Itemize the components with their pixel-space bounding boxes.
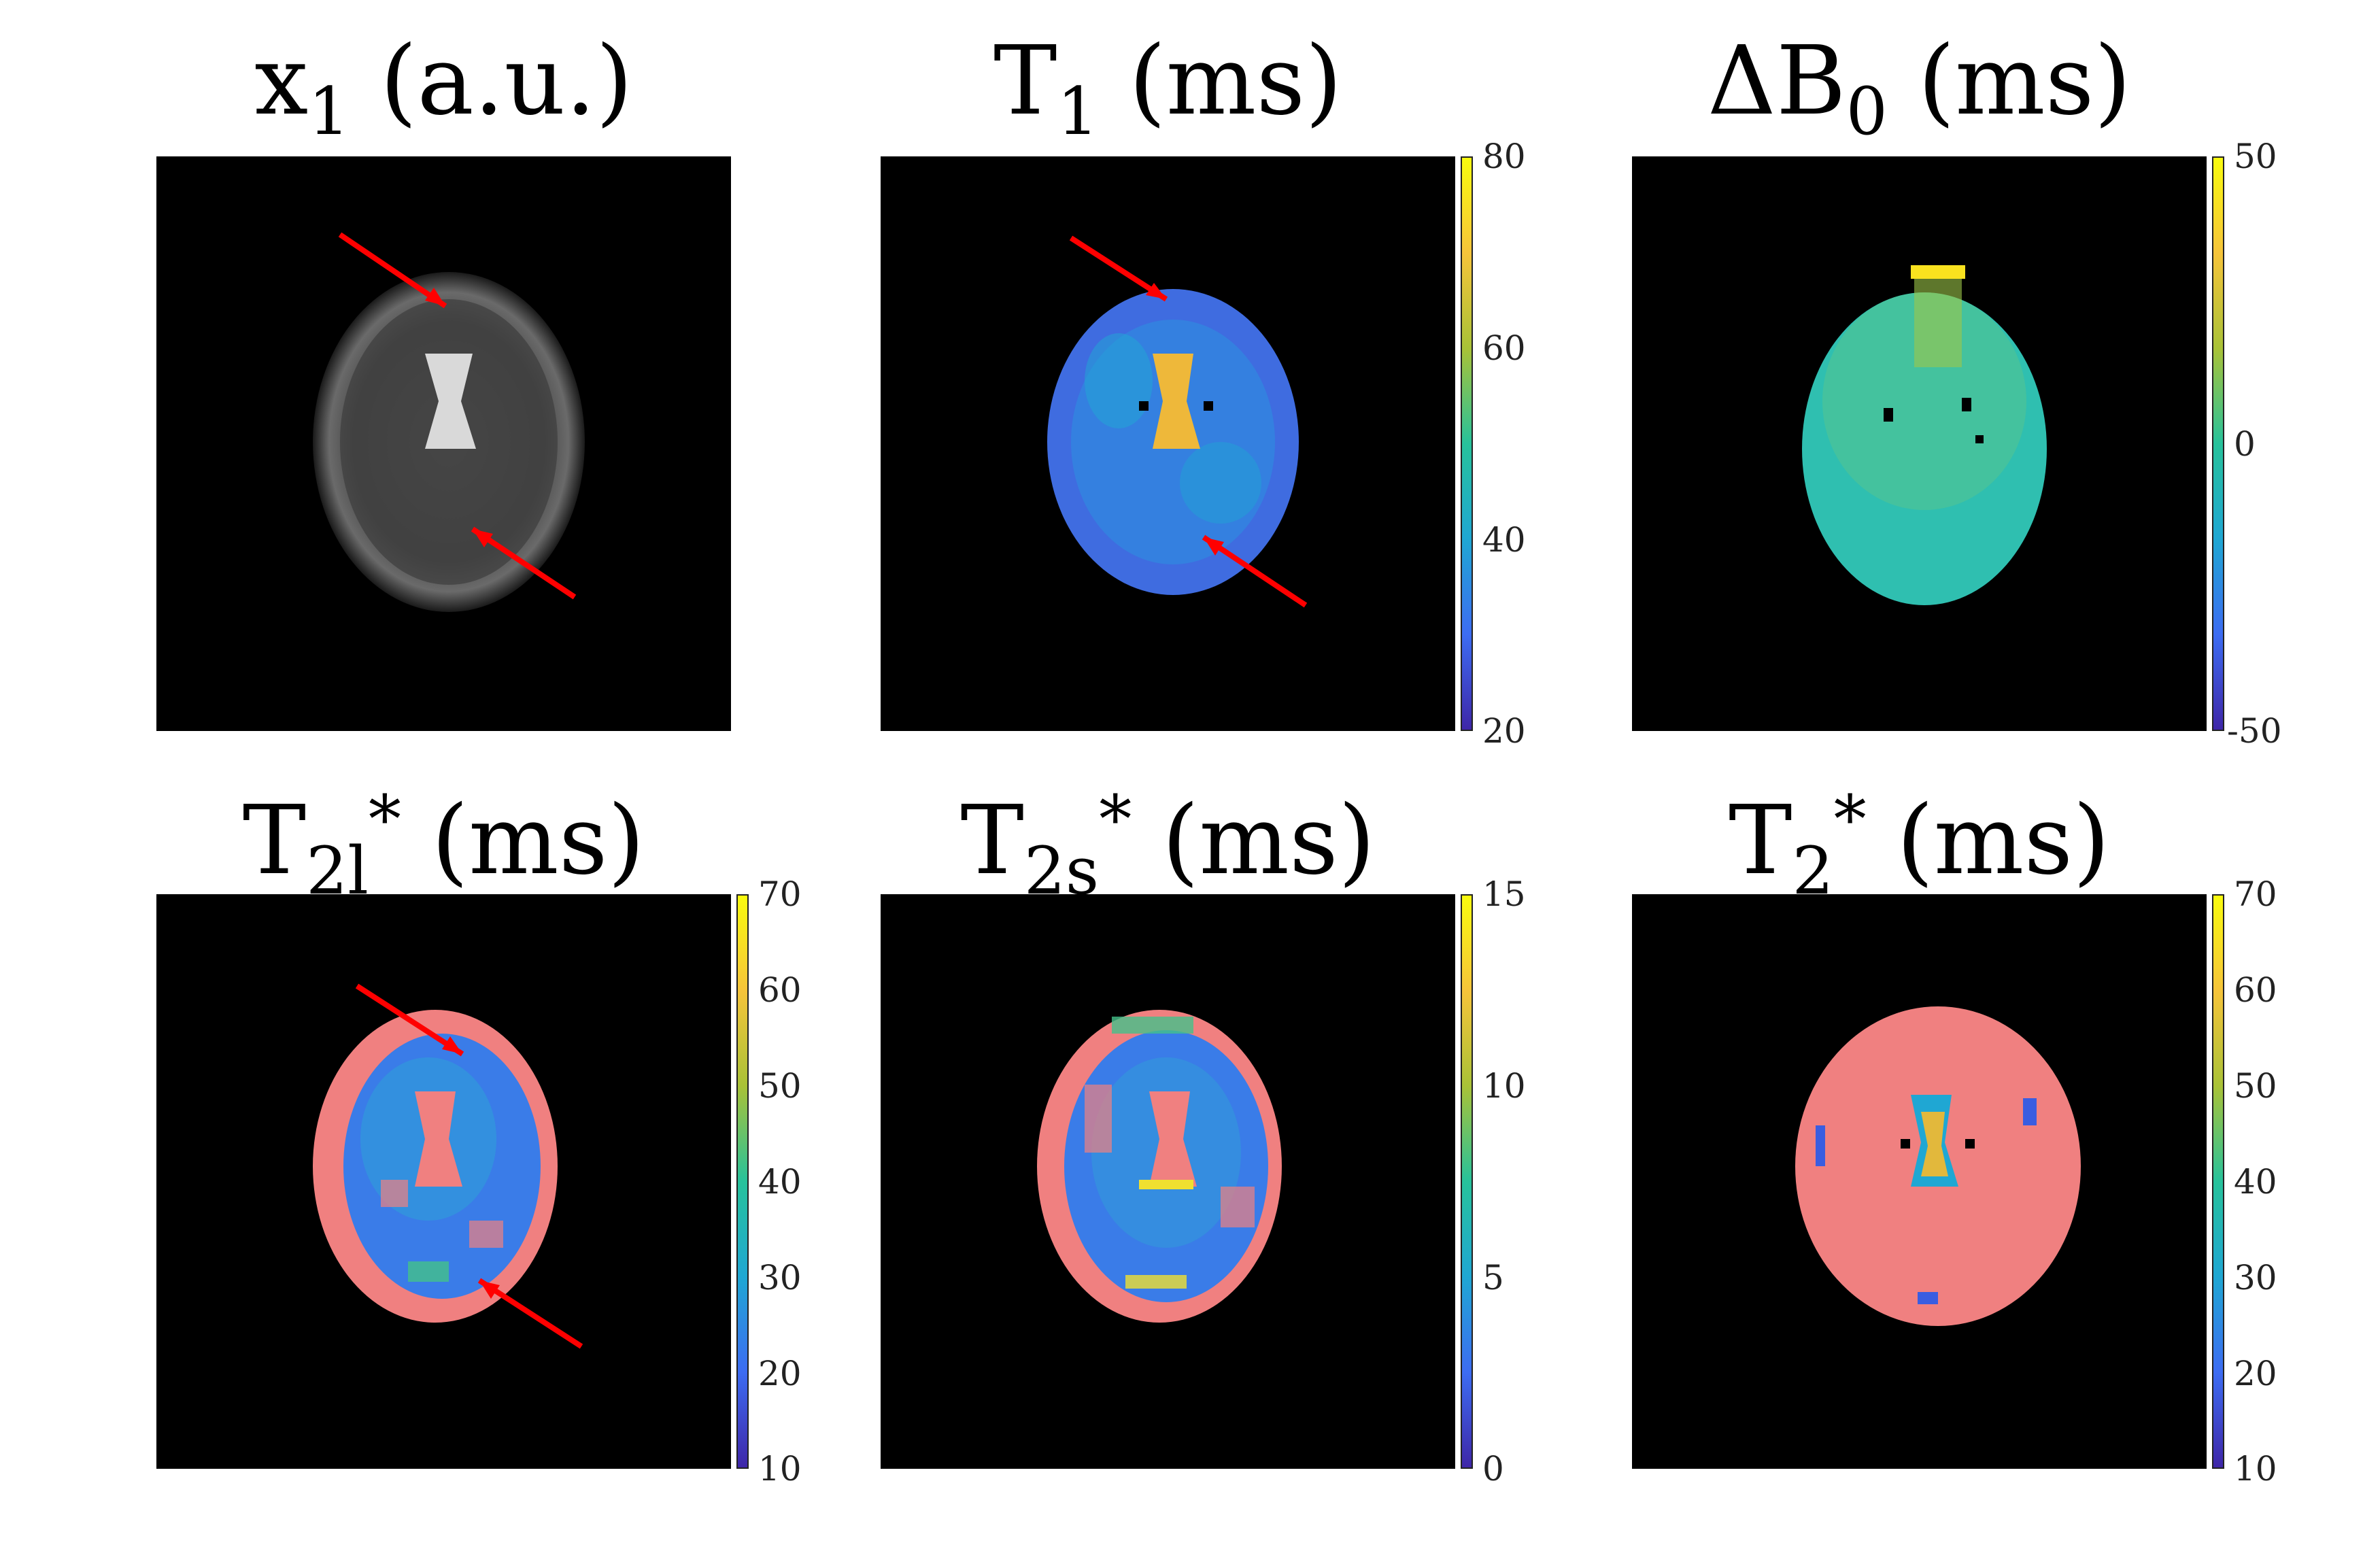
arrowhead-top: [425, 288, 445, 306]
t2l-brain-map: [313, 983, 583, 1349]
tick-label: 40: [1482, 520, 1526, 560]
tick-label: 50: [2234, 137, 2277, 176]
arrowhead-bottom: [473, 529, 493, 547]
panel-title: ΔB0 (ms): [1707, 26, 2132, 150]
t1-colorbar: [1461, 156, 1473, 731]
arrow-bottom: [477, 1278, 583, 1349]
tick-label: 70: [758, 874, 802, 914]
tick-label: 80: [1482, 137, 1526, 176]
x1-image: [156, 156, 731, 731]
tick-label: 60: [1482, 328, 1526, 368]
arrowhead-top: [1146, 283, 1166, 299]
tick-label: 10: [1482, 1066, 1526, 1106]
t1-map: [881, 156, 1455, 731]
t2l-map: [156, 894, 731, 1469]
arrow-bottom: [1202, 534, 1308, 608]
t2-map: [1632, 894, 2207, 1469]
t1-brain-map: [1047, 235, 1308, 608]
tick-label: 20: [2234, 1354, 2277, 1393]
tick-label: 70: [2234, 874, 2277, 914]
tick-label: 50: [758, 1066, 802, 1106]
tick-label: 20: [1482, 711, 1526, 751]
db0-map: [1632, 156, 2207, 731]
t2-brain-map: [1795, 1006, 2081, 1326]
arrowhead-bottom: [1204, 537, 1224, 556]
t2s-map: [881, 894, 1455, 1469]
arrow-top: [355, 983, 464, 1057]
tick-label: 0: [2234, 424, 2256, 464]
tick-label: 60: [2234, 970, 2277, 1010]
tick-label: 30: [2234, 1258, 2277, 1297]
t2-colorbar: [2212, 894, 2224, 1469]
t2l-colorbar: [736, 894, 749, 1469]
tick-label: 40: [758, 1162, 802, 1202]
db0-field-map: [1802, 265, 2047, 605]
tick-label: 20: [758, 1354, 802, 1393]
arrowhead-top: [442, 1036, 462, 1054]
db0-colorbar: [2212, 156, 2224, 731]
tick-label: -50: [2227, 711, 2282, 751]
tick-label: 30: [758, 1258, 802, 1297]
arrowhead-bottom: [479, 1280, 500, 1299]
arrow-top: [338, 232, 447, 309]
x1-brain-image: [313, 232, 585, 612]
panel-title: T1 (ms): [993, 26, 1342, 150]
t2s-brain-map: [1037, 1010, 1282, 1323]
t2s-colorbar: [1461, 894, 1473, 1469]
tick-label: 40: [2234, 1162, 2277, 1202]
tick-label: 10: [2234, 1449, 2277, 1489]
panel-title: x1 (a.u.): [254, 26, 633, 150]
tick-label: 10: [758, 1449, 802, 1489]
tick-label: 0: [1482, 1449, 1504, 1489]
arrow-bottom: [471, 526, 577, 600]
tick-label: 60: [758, 970, 802, 1010]
tick-label: 15: [1482, 874, 1526, 914]
tick-label: 5: [1482, 1258, 1504, 1297]
tick-label: 50: [2234, 1066, 2277, 1106]
